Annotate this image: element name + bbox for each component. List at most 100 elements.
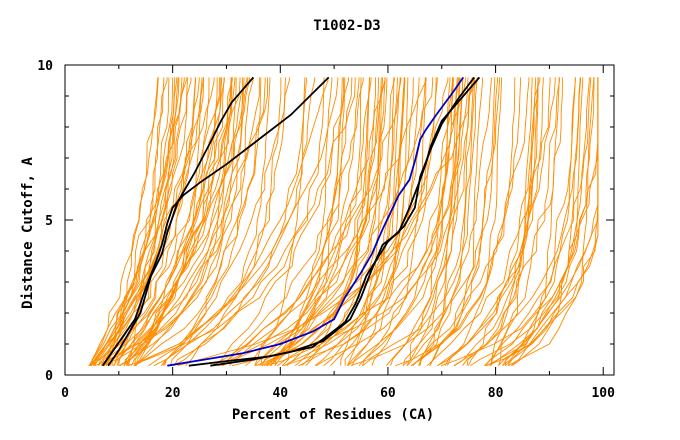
model-line: [437, 77, 539, 367]
model-line: [90, 77, 204, 367]
model-line: [133, 77, 220, 367]
model-line: [444, 77, 556, 366]
model-line: [94, 77, 187, 366]
model-line: [270, 77, 345, 366]
chart-title: T1002-D3: [313, 18, 380, 34]
model-line: [90, 77, 185, 366]
model-line: [462, 77, 533, 366]
model-line: [173, 77, 356, 366]
series-line-black-1: [107, 76, 255, 367]
model-line: [436, 77, 541, 367]
model-line: [162, 77, 286, 366]
model-line: [507, 77, 595, 367]
x-axis-label: Percent of Residues (CA): [232, 407, 434, 423]
model-line: [507, 77, 599, 366]
model-line: [160, 77, 329, 366]
model-line: [467, 77, 537, 366]
model-line: [440, 77, 576, 367]
model-line: [358, 77, 453, 366]
model-line: [245, 77, 353, 367]
model-line: [351, 77, 414, 366]
model-line: [266, 77, 401, 367]
model-line: [269, 77, 386, 367]
model-line: [256, 77, 469, 367]
model-line: [263, 77, 478, 367]
model-line: [340, 77, 395, 366]
y-axis-ticks: 0 5 10: [37, 59, 614, 384]
model-line: [350, 77, 478, 367]
model-line: [231, 77, 464, 367]
model-line: [217, 77, 364, 367]
model-line: [116, 77, 233, 366]
model-line: [410, 77, 484, 367]
model-line: [266, 77, 434, 366]
model-line: [164, 77, 266, 366]
x-tick-label: 20: [165, 386, 181, 401]
model-line: [222, 77, 449, 367]
model-line: [362, 77, 454, 366]
series-line-blue: [167, 76, 465, 367]
x-tick-label: 40: [272, 386, 288, 401]
highlight-lines: [101, 76, 481, 367]
model-line: [429, 77, 496, 366]
model-line: [344, 77, 406, 366]
model-line: [447, 77, 522, 366]
background-model-lines: [88, 77, 599, 367]
x-tick-label: 100: [591, 386, 615, 401]
y-tick-label: 5: [45, 214, 53, 229]
model-line: [169, 77, 269, 366]
model-line: [88, 77, 188, 367]
model-line: [261, 77, 376, 367]
model-line: [418, 77, 475, 366]
model-line: [505, 77, 576, 366]
model-line: [88, 77, 170, 367]
model-line: [105, 77, 262, 366]
model-line: [512, 77, 581, 367]
model-line: [103, 77, 165, 367]
model-line: [88, 77, 159, 366]
model-line: [94, 77, 237, 367]
model-line: [402, 77, 461, 367]
x-tick-label: 60: [380, 386, 396, 401]
model-line: [419, 77, 474, 366]
model-line: [133, 77, 271, 367]
model-line: [134, 77, 254, 367]
model-line: [88, 77, 197, 367]
model-line: [219, 77, 402, 367]
model-line: [486, 77, 584, 367]
model-line: [101, 77, 248, 366]
model-line: [490, 77, 560, 366]
model-line: [426, 77, 551, 367]
x-tick-label: 0: [61, 386, 69, 401]
model-line: [261, 77, 372, 366]
model-line: [498, 77, 544, 366]
series-line-black-2: [101, 76, 330, 367]
model-line: [112, 77, 225, 366]
model-line: [406, 77, 460, 366]
model-line: [172, 77, 307, 367]
model-line: [101, 77, 244, 367]
y-axis-label: Distance Cutoff, A: [20, 157, 36, 309]
y-tick-label: 10: [37, 59, 53, 74]
model-line: [127, 77, 325, 367]
model-line: [286, 77, 370, 367]
model-line: [266, 77, 388, 367]
x-tick-label: 80: [488, 386, 504, 401]
model-line: [390, 77, 473, 366]
model-line: [270, 77, 362, 366]
model-line: [411, 77, 516, 367]
model-line: [128, 77, 183, 366]
model-line: [185, 77, 290, 367]
model-line: [466, 77, 563, 366]
model-line: [470, 77, 595, 367]
model-line: [221, 77, 386, 367]
x-axis-ticks: 0 20 40 60 80 100: [61, 65, 615, 401]
model-line: [347, 77, 458, 367]
model-line: [429, 77, 498, 366]
model-line: [510, 77, 599, 367]
model-line: [298, 77, 409, 367]
model-line: [395, 77, 502, 367]
model-line: [314, 77, 405, 367]
model-line: [283, 77, 427, 367]
